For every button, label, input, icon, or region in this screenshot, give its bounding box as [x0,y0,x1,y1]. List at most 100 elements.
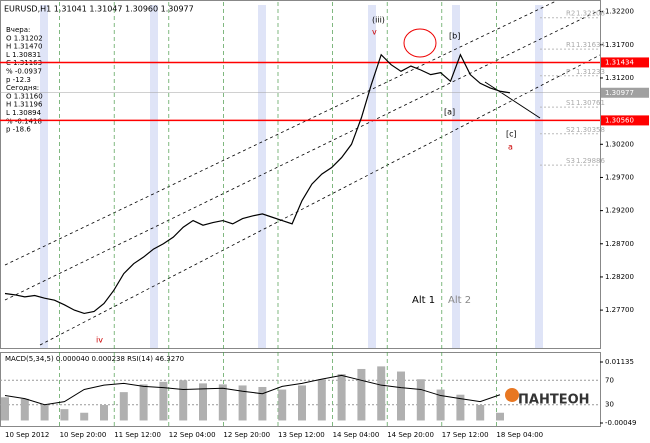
info-line: L 1.30831 [6,51,41,59]
pivot-value: 1.31634 [576,41,605,49]
info-line: p -18.6 [6,126,31,134]
annotation: [b] [449,32,460,41]
macd-bar [60,409,69,421]
annotation: [c] [506,130,517,139]
level-label: 1.30977 [605,89,634,97]
macd-bar [278,389,287,421]
pivot-value: 1.30358 [576,126,605,134]
macd-bar [139,384,148,421]
macd-bar [456,394,465,421]
pivot-name: P [566,68,570,76]
macd-bar [1,397,9,421]
macd-bar [298,385,306,421]
pivot-name: R1 [566,41,575,49]
macd-bar [179,380,188,421]
y-tick-label: 1.29700 [605,173,634,181]
session-bands [40,5,543,348]
y-tick-label: 1.29200 [605,207,634,215]
x-tick-label: 12 Sep 04:00 [169,431,216,439]
macd-bar [119,392,128,421]
pivot-value: 1.29886 [576,157,605,165]
level-box [601,115,649,126]
macd-bar [357,368,366,421]
y-tick-label: 1.32200 [605,8,634,16]
info-line: C 1.31163 [6,59,42,67]
pivot-name: S2 [566,126,575,134]
price-frame [0,0,601,349]
macd-bar [218,384,227,421]
level-label: 1.30560 [605,116,634,124]
y-tick-label: 1.28200 [605,273,634,281]
indicator-frame [0,352,601,427]
y-tick-label: 1.28700 [605,240,634,248]
info-line: O 1.31160 [6,92,43,100]
macd-bar [397,371,405,421]
macd-bar [496,412,504,421]
info-line: O 1.31202 [6,34,43,42]
y-tick-label: 0.01135 [605,358,634,366]
x-tick-label: 14 Sep 20:00 [387,431,434,439]
level-box [601,57,649,68]
pivot-value: 1.30761 [576,99,605,107]
y-tick-label: -0.00049 [605,419,636,427]
annotation: (iii) [372,16,385,25]
info-line: % -0.0937 [6,68,42,76]
macd-bar [436,389,445,421]
x-tick-label: 14 Sep 04:00 [333,431,380,439]
price-line [4,53,510,315]
macd-bar [258,386,267,421]
annotation: iv [96,336,103,345]
x-tick-label: 10 Sep 20:00 [60,431,107,439]
info-line: Сегодня: [6,84,39,92]
macd-bar [159,381,168,421]
pivot-name: R2 [566,10,575,18]
y-tick-label: 1.31700 [605,41,634,49]
x-tick-label: 17 Sep 12:00 [442,431,489,439]
pivot-name: S3 [566,157,575,165]
x-tick-label: 12 Sep 20:00 [223,431,270,439]
highlight-circle [403,28,437,58]
info-line: L 1.30894 [6,109,42,117]
y-tick-label: 1.27700 [605,306,634,314]
annotation: [a] [444,108,455,117]
annotation: v [372,28,377,37]
y-tick-label: 30 [605,401,614,409]
chart-title: EURUSD,H1 1.31041 1.31047 1.30960 1.3097… [4,5,194,14]
x-tick-label: 10 Sep 2012 [5,431,49,439]
pivot-value: 1.31233 [576,68,605,76]
pivot-value: 1.32108 [576,10,605,18]
logo-icon [505,388,519,402]
macd-bar [20,398,29,421]
macd-bar [476,405,485,421]
x-tick-label: 18 Sep 04:00 [496,431,543,439]
info-line: Вчера: [6,26,30,34]
macd-bar [416,379,425,421]
annotation: a [508,143,513,152]
annotation: Alt 2 [448,295,471,306]
level-box [601,87,649,98]
info-line: H 1.31196 [6,101,43,109]
channel [4,0,601,346]
info-line: p -12.3 [6,76,31,84]
y-tick-label: 1.31200 [605,74,634,82]
indicator-title: MACD(5,34,5) 0.000040 0.000238 RSI(14) 4… [5,355,184,363]
pivot-name: S1 [566,99,575,107]
macd-bar [317,379,326,421]
level-label: 1.31434 [605,58,634,66]
macd-bar [40,405,49,421]
x-tick-label: 13 Sep 12:00 [278,431,325,439]
info-line: % -0.1418 [6,117,42,125]
y-tick-label: 70 [605,376,614,384]
projection [484,81,541,119]
macd-bar [337,374,346,421]
macd-bar [377,366,386,421]
x-tick-label: 11 Sep 12:00 [114,431,161,439]
macd-bar [238,385,247,421]
macd-bar [100,405,108,421]
info-line: H 1.31470 [6,43,42,51]
logo: ПАНТЕОН [518,393,590,408]
rsi-line [4,374,501,406]
macd-bar [80,412,89,421]
